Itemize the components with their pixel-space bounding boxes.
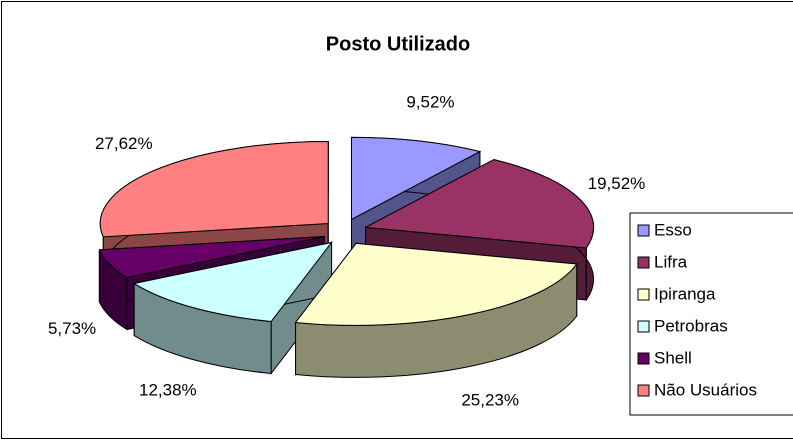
data-label: 12,38%: [139, 381, 197, 400]
slice: [132, 241, 333, 323]
legend-swatch: [637, 384, 650, 397]
legend-swatch: [637, 352, 650, 365]
legend-swatch: [637, 320, 650, 333]
data-label: 27,62%: [95, 134, 153, 153]
data-label: 9,52%: [406, 92, 454, 111]
legend-swatch: [637, 224, 650, 237]
legend-box: [629, 212, 793, 416]
legend-label: Esso: [654, 220, 692, 239]
slice: [294, 242, 578, 326]
data-label: 25,23%: [461, 391, 519, 410]
data-label: 5,73%: [48, 319, 96, 338]
chart-title: Posto Utilizado: [326, 33, 470, 55]
legend-label: Shell: [654, 348, 692, 367]
pie-tops: [98, 136, 595, 326]
legend-swatch: [637, 256, 650, 269]
legend-swatch: [637, 288, 650, 301]
slice: [363, 159, 595, 249]
slice: [98, 235, 325, 279]
data-label: 19,52%: [588, 174, 646, 193]
slice: [99, 140, 329, 238]
legend-label: Ipiranga: [654, 284, 716, 303]
legend-label: Petrobras: [654, 316, 728, 335]
legend-label: Lifra: [654, 252, 688, 271]
slice: [350, 136, 482, 221]
legend-label: Não Usuários: [654, 380, 757, 399]
